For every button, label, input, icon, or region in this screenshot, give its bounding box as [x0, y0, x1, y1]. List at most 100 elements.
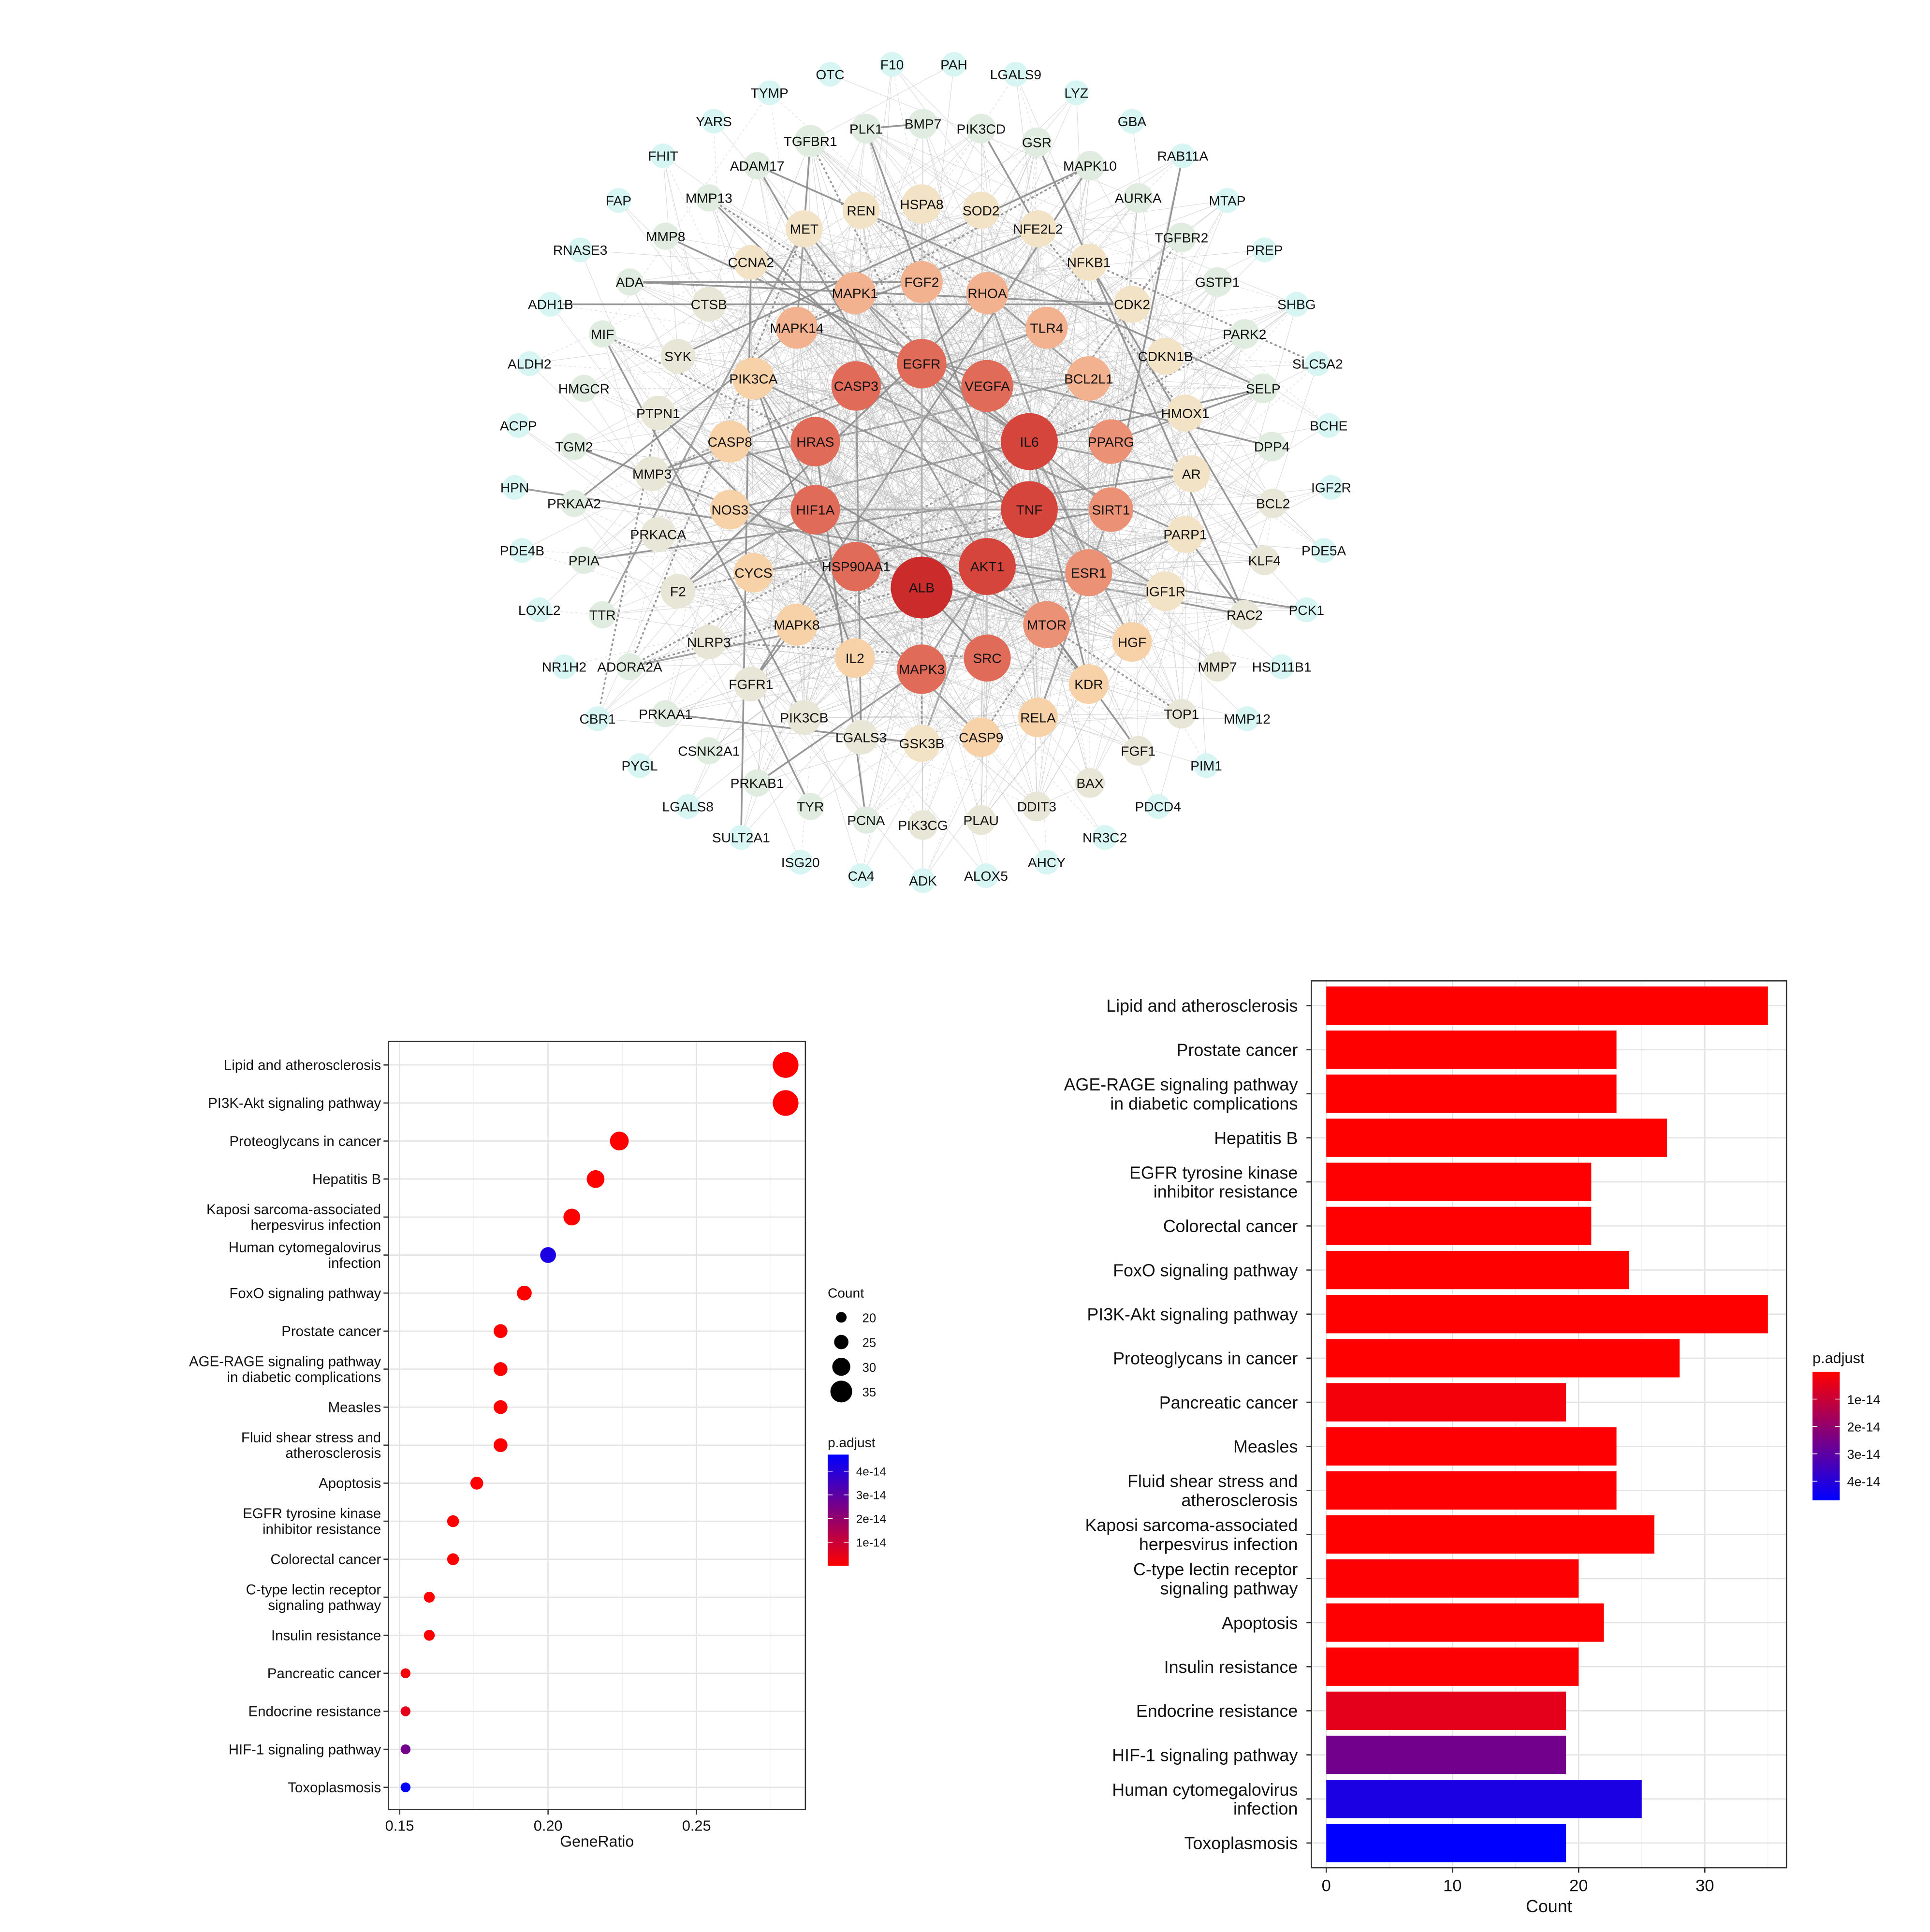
- y-tick-label-line: C-type lectin receptor: [246, 1582, 381, 1598]
- node-circle: [585, 706, 610, 731]
- node-label: PYGL: [621, 758, 658, 773]
- network-node: KLF4: [1248, 545, 1281, 575]
- node-label: TGFBR1: [784, 134, 837, 149]
- network-node: DPP4: [1254, 432, 1289, 462]
- y-tick-label-line: Hepatitis B: [312, 1171, 381, 1187]
- network-nodes: ALB AKT1 TNF IL6 VEGFA EGFR CASP3 HRAS HIF1A HSP9…: [500, 52, 1351, 893]
- node-circle: [1001, 481, 1058, 538]
- network-edge: [1088, 473, 1192, 684]
- node-circle: [790, 417, 840, 466]
- network-node: PARP1: [1163, 516, 1207, 553]
- bar-panel-border: [1311, 980, 1787, 1869]
- x-tick-label: 0.15: [385, 1817, 414, 1834]
- network-node: LGALS9: [990, 61, 1041, 87]
- y-tick-label: Endocrine resistance: [1136, 1701, 1298, 1721]
- y-tick-label-line: in diabetic complications: [1110, 1094, 1298, 1113]
- node-label: TGFBR2: [1155, 231, 1208, 246]
- network-edge: [709, 197, 1089, 379]
- network-node: SHBG: [1277, 291, 1316, 317]
- node-label: ALDH2: [508, 357, 552, 372]
- node-circle: [1019, 210, 1057, 247]
- node-label: PLAU: [964, 813, 999, 828]
- network-node: PREP: [1246, 237, 1283, 262]
- network-edge: [753, 378, 1030, 442]
- node-circle: [851, 114, 881, 144]
- size-legend-title: Count: [828, 1285, 864, 1300]
- network-node: PRKAA1: [639, 700, 692, 727]
- node-circle: [891, 556, 953, 619]
- node-circle: [1075, 151, 1105, 181]
- y-tick-label-line: Colorectal cancer: [1163, 1217, 1298, 1236]
- network-edge: [796, 624, 1132, 642]
- node-circle: [790, 485, 840, 535]
- y-tick-label-line: atherosclerosis: [1182, 1491, 1298, 1510]
- node-circle: [660, 339, 696, 374]
- y-tick-label-line: Pancreatic cancer: [1159, 1393, 1298, 1412]
- network-edge: [658, 441, 816, 535]
- network-edge: [856, 363, 922, 567]
- y-tick-label: Lipid and atherosclerosis: [1106, 996, 1298, 1016]
- y-tick-label-line: Endocrine resistance: [1136, 1701, 1298, 1721]
- node-circle: [1075, 768, 1105, 798]
- node-label: LGALS8: [662, 799, 714, 814]
- node-label: MTOR: [1027, 618, 1067, 633]
- network-edge: [550, 304, 754, 573]
- network-edge: [987, 657, 1247, 719]
- network-edge: [658, 385, 988, 414]
- y-tick-label-line: Toxoplasmosis: [288, 1780, 381, 1796]
- node-circle: [733, 245, 769, 280]
- node-label: SHBG: [1277, 297, 1316, 312]
- network-node: HGF: [1112, 622, 1152, 662]
- node-circle: [568, 237, 593, 262]
- x-tick-label: 0.20: [534, 1817, 563, 1834]
- y-tick-label-line: inhibitor resistance: [1154, 1182, 1298, 1202]
- data-point: [563, 1208, 581, 1226]
- network-edge: [796, 587, 922, 625]
- node-circle: [616, 653, 643, 681]
- node-circle: [879, 52, 905, 77]
- node-label: SOD2: [963, 203, 1000, 218]
- node-circle: [833, 272, 876, 314]
- network-node: ADK: [909, 868, 937, 893]
- node-circle: [796, 793, 824, 820]
- network-node: ALB: [891, 556, 953, 619]
- network-edge: [1046, 624, 1182, 715]
- network-edge: [709, 304, 1111, 510]
- network-edge: [865, 128, 1048, 625]
- node-circle: [1113, 286, 1151, 323]
- node-label: MET: [790, 222, 819, 237]
- network-edge: [663, 156, 754, 573]
- network-node: PARK2: [1223, 319, 1266, 349]
- node-circle: [570, 375, 598, 402]
- dot-panel-border: [388, 1041, 806, 1811]
- y-tick-label-line: Prostate cancer: [1177, 1040, 1298, 1060]
- network-node: AHCY: [1028, 850, 1066, 875]
- node-circle: [908, 109, 938, 139]
- color-legend-label: 2e-14: [856, 1513, 886, 1526]
- network-node: MAPK1: [832, 272, 878, 314]
- node-label: NOS3: [711, 503, 748, 518]
- color-legend-title: p.adjust: [1813, 1350, 1865, 1366]
- network-node: GSR: [1022, 127, 1052, 157]
- x-tick-label-line: 0.25: [682, 1817, 711, 1834]
- size-legend-key: [834, 1335, 848, 1350]
- node-label: LGALS3: [835, 730, 887, 745]
- network-edge: [921, 281, 1324, 551]
- network-edge: [796, 282, 922, 625]
- node-circle: [1170, 143, 1195, 169]
- network-edge: [980, 129, 1030, 442]
- size-legend-label: 35: [863, 1386, 876, 1399]
- network-edge: [921, 210, 981, 588]
- network-edge: [574, 334, 1245, 447]
- size-legend-key: [830, 1380, 852, 1403]
- node-label: GSTP1: [1195, 275, 1240, 290]
- node-label: TLR4: [1030, 320, 1064, 335]
- network-node: IL2: [835, 638, 875, 678]
- node-circle: [966, 272, 1009, 314]
- network-node: LYZ: [1064, 80, 1089, 105]
- network-edge: [980, 509, 1030, 738]
- network-edge: [1111, 304, 1297, 442]
- network-edge: [678, 591, 1047, 625]
- network-edge: [529, 210, 862, 364]
- node-circle: [1167, 394, 1204, 432]
